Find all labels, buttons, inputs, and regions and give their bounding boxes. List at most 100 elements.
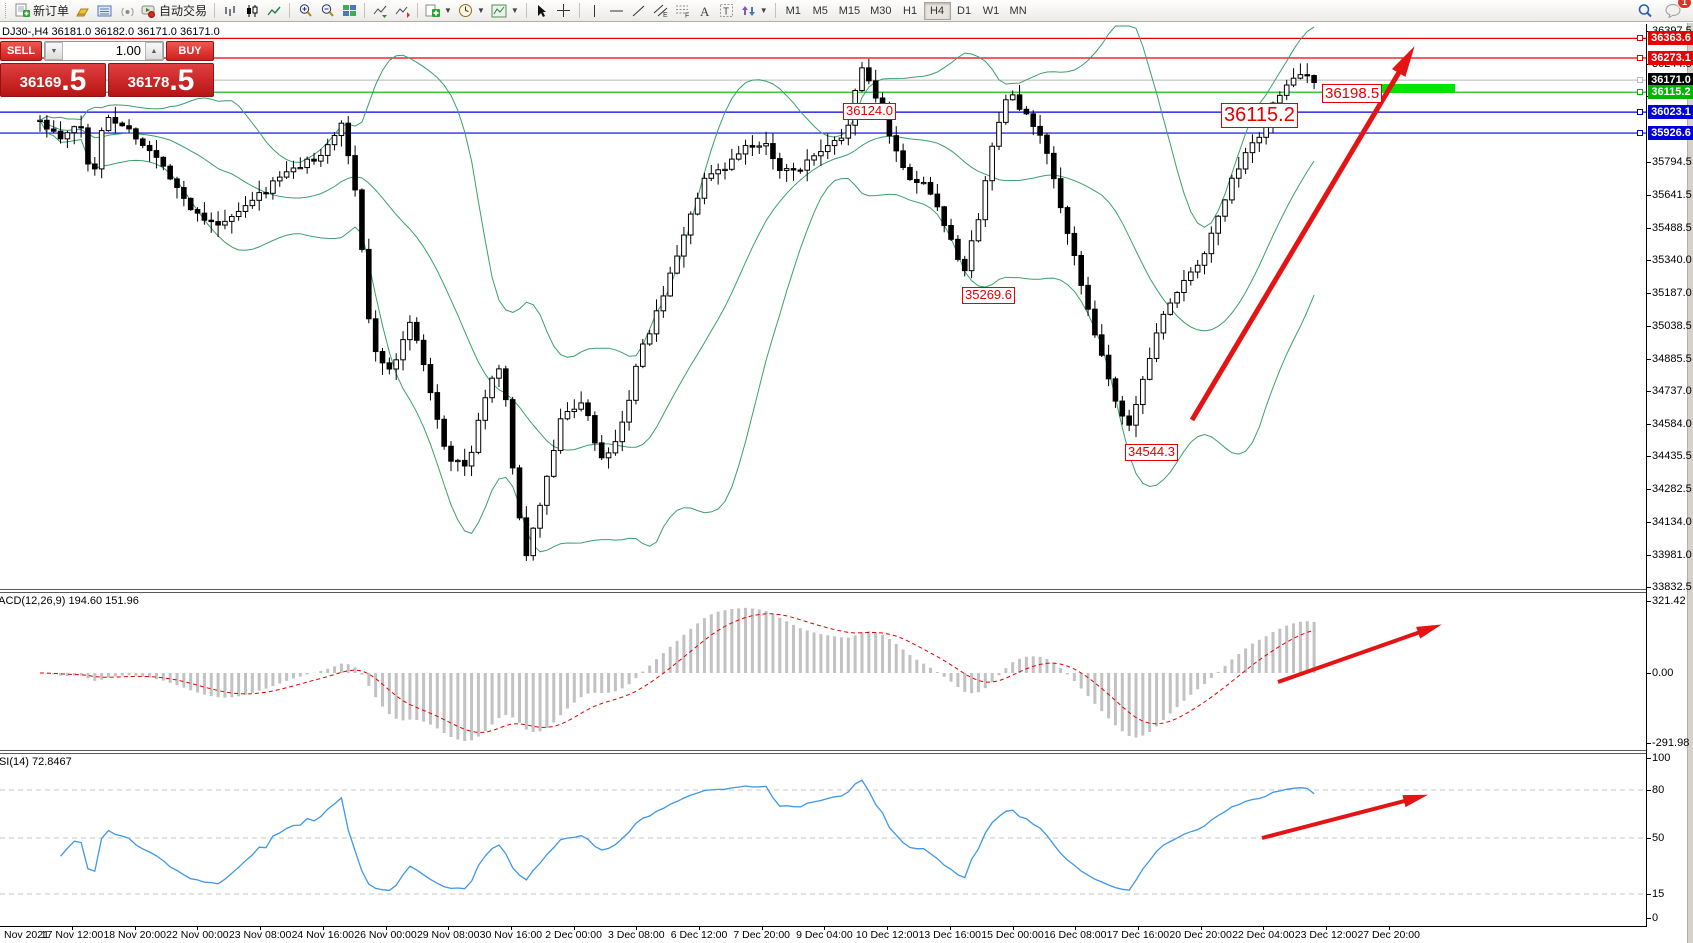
price-annotation[interactable]: 36115.2 (1221, 103, 1298, 128)
svg-text:T: T (723, 7, 729, 18)
horizontal-line-button[interactable] (606, 1, 628, 21)
zoom-out-icon (320, 3, 335, 18)
zoom-in-button[interactable] (294, 1, 316, 21)
rsi-pane[interactable] (0, 753, 1646, 926)
add-indicator-icon (425, 3, 441, 18)
pane-divider[interactable] (0, 589, 1646, 593)
line-end-marker (1637, 130, 1643, 137)
volume-decrease-button[interactable]: ▼ (45, 42, 63, 60)
price-annotation[interactable]: 36198.5 (1322, 84, 1383, 104)
templates-button[interactable]: ▼ (488, 1, 522, 21)
auto-scroll-button[interactable] (369, 1, 391, 21)
chart-window[interactable]: DJ30-,H4 36181.0 36182.0 36171.0 36171.0… (0, 23, 1693, 943)
timeframe-m1[interactable]: M1 (780, 2, 807, 20)
price-pane[interactable] (0, 24, 1646, 590)
timeframe-group: M1 M5 M15 M30 H1 H4 D1 W1 MN (780, 1, 1032, 20)
macd-tick-label: 0.00 (1652, 667, 1674, 679)
add-indicator-button[interactable]: ▼ (422, 1, 455, 21)
price-tick-label: 33832.5 (1652, 581, 1692, 593)
timeframe-h4[interactable]: H4 (923, 1, 951, 20)
svg-text:A: A (700, 4, 710, 18)
market-depth-button[interactable] (94, 1, 116, 21)
autotrade-icon (141, 4, 156, 18)
price-tick-label: 35038.5 (1652, 319, 1692, 332)
volume-increase-button[interactable]: ▲ (145, 42, 163, 60)
volume-value[interactable]: 1.00 (115, 43, 141, 58)
time-axis-tick (1012, 926, 1014, 930)
rsi-tick (1646, 894, 1651, 895)
templates-icon (491, 4, 507, 18)
buy-price-box[interactable]: 36178.5 (108, 63, 214, 97)
sell-button[interactable]: SELL (0, 41, 42, 61)
macd-tick (1646, 601, 1651, 602)
macd-pane[interactable] (0, 592, 1646, 750)
line-chart-button[interactable] (263, 1, 285, 21)
search-icon (1637, 3, 1653, 19)
pane-divider[interactable] (0, 750, 1646, 754)
line-end-marker (1637, 54, 1643, 61)
crosshair-button[interactable] (553, 1, 575, 21)
periods-button[interactable]: ▼ (455, 1, 488, 21)
price-tick-label: 34134.0 (1652, 515, 1692, 528)
time-axis-label: 30 Nov 16:00 (479, 929, 543, 941)
line-end-marker (1637, 109, 1643, 116)
fibonacci-button[interactable]: F (672, 1, 694, 21)
search-button[interactable] (1634, 1, 1656, 21)
timeframe-m5[interactable]: M5 (807, 2, 834, 20)
timeframe-w1[interactable]: W1 (978, 2, 1005, 20)
zoom-in-icon (298, 3, 313, 18)
price-tick (1646, 325, 1651, 327)
equidistant-channel-button[interactable]: E (650, 1, 672, 21)
time-axis-tick (448, 926, 450, 930)
price-annotation[interactable]: 35269.6 (962, 287, 1015, 304)
window-edge (1687, 23, 1693, 943)
new-order-button[interactable]: 新订单 (12, 1, 72, 21)
price-axis-line (1646, 24, 1647, 926)
time-axis-tick (385, 926, 387, 930)
sell-price-box[interactable]: 36169.5 (0, 63, 106, 97)
tile-windows-button[interactable] (338, 1, 360, 21)
zoom-out-button[interactable] (316, 1, 338, 21)
volume-stepper[interactable]: ▼ 1.00 ▲ (44, 41, 164, 61)
price-tick (1646, 521, 1651, 523)
text-label-button[interactable]: T (716, 1, 738, 21)
time-axis-tick (949, 926, 951, 930)
time-axis-label: 6 Dec 12:00 (670, 929, 728, 941)
price-annotation[interactable]: 36124.0 (843, 103, 896, 120)
toolbar-separator (417, 3, 419, 18)
candlestick-chart-button[interactable] (241, 1, 263, 21)
toolbar-separator (578, 3, 580, 18)
buy-button[interactable]: BUY (166, 41, 214, 61)
time-axis-label: 29 Nov 08:00 (416, 929, 480, 941)
arrows-button[interactable]: ▼ (738, 1, 771, 21)
toolbar-separator (289, 3, 291, 18)
notifications-button[interactable]: 1 (1662, 0, 1692, 21)
cursor-button[interactable] (531, 1, 553, 21)
timeframe-h1[interactable]: H1 (897, 2, 924, 20)
bar-chart-button[interactable] (219, 1, 241, 21)
deposit-button[interactable] (72, 1, 94, 21)
market-depth-icon (97, 4, 113, 18)
gold-ingot-icon (75, 4, 91, 18)
timeframe-m30[interactable]: M30 (865, 2, 896, 20)
timeframe-d1[interactable]: D1 (951, 2, 978, 20)
autotrade-button[interactable]: 自动交易 (138, 1, 210, 21)
horizontal-line-icon (609, 4, 624, 18)
text-icon: A (698, 4, 711, 18)
timeframe-m15[interactable]: M15 (834, 2, 865, 20)
signals-button[interactable] (116, 1, 138, 21)
chart-shift-button[interactable] (391, 1, 413, 21)
time-axis-label: 9 Dec 04:00 (796, 929, 853, 941)
time-axis-label: 15 Dec 00:00 (981, 929, 1044, 941)
trendline-button[interactable] (628, 1, 650, 21)
toolbar-right-tools: 1 (1634, 0, 1693, 21)
svg-text:E: E (663, 12, 668, 18)
text-button[interactable]: A (694, 1, 716, 21)
rsi-tick (1646, 758, 1651, 759)
time-axis-tick (1326, 926, 1327, 930)
buy-price-fraction: .5 (169, 64, 195, 97)
timeframe-mn[interactable]: MN (1005, 2, 1032, 20)
vertical-line-button[interactable] (584, 1, 606, 21)
price-annotation[interactable]: 34544.3 (1125, 444, 1178, 461)
time-axis-tick (1200, 926, 1202, 930)
